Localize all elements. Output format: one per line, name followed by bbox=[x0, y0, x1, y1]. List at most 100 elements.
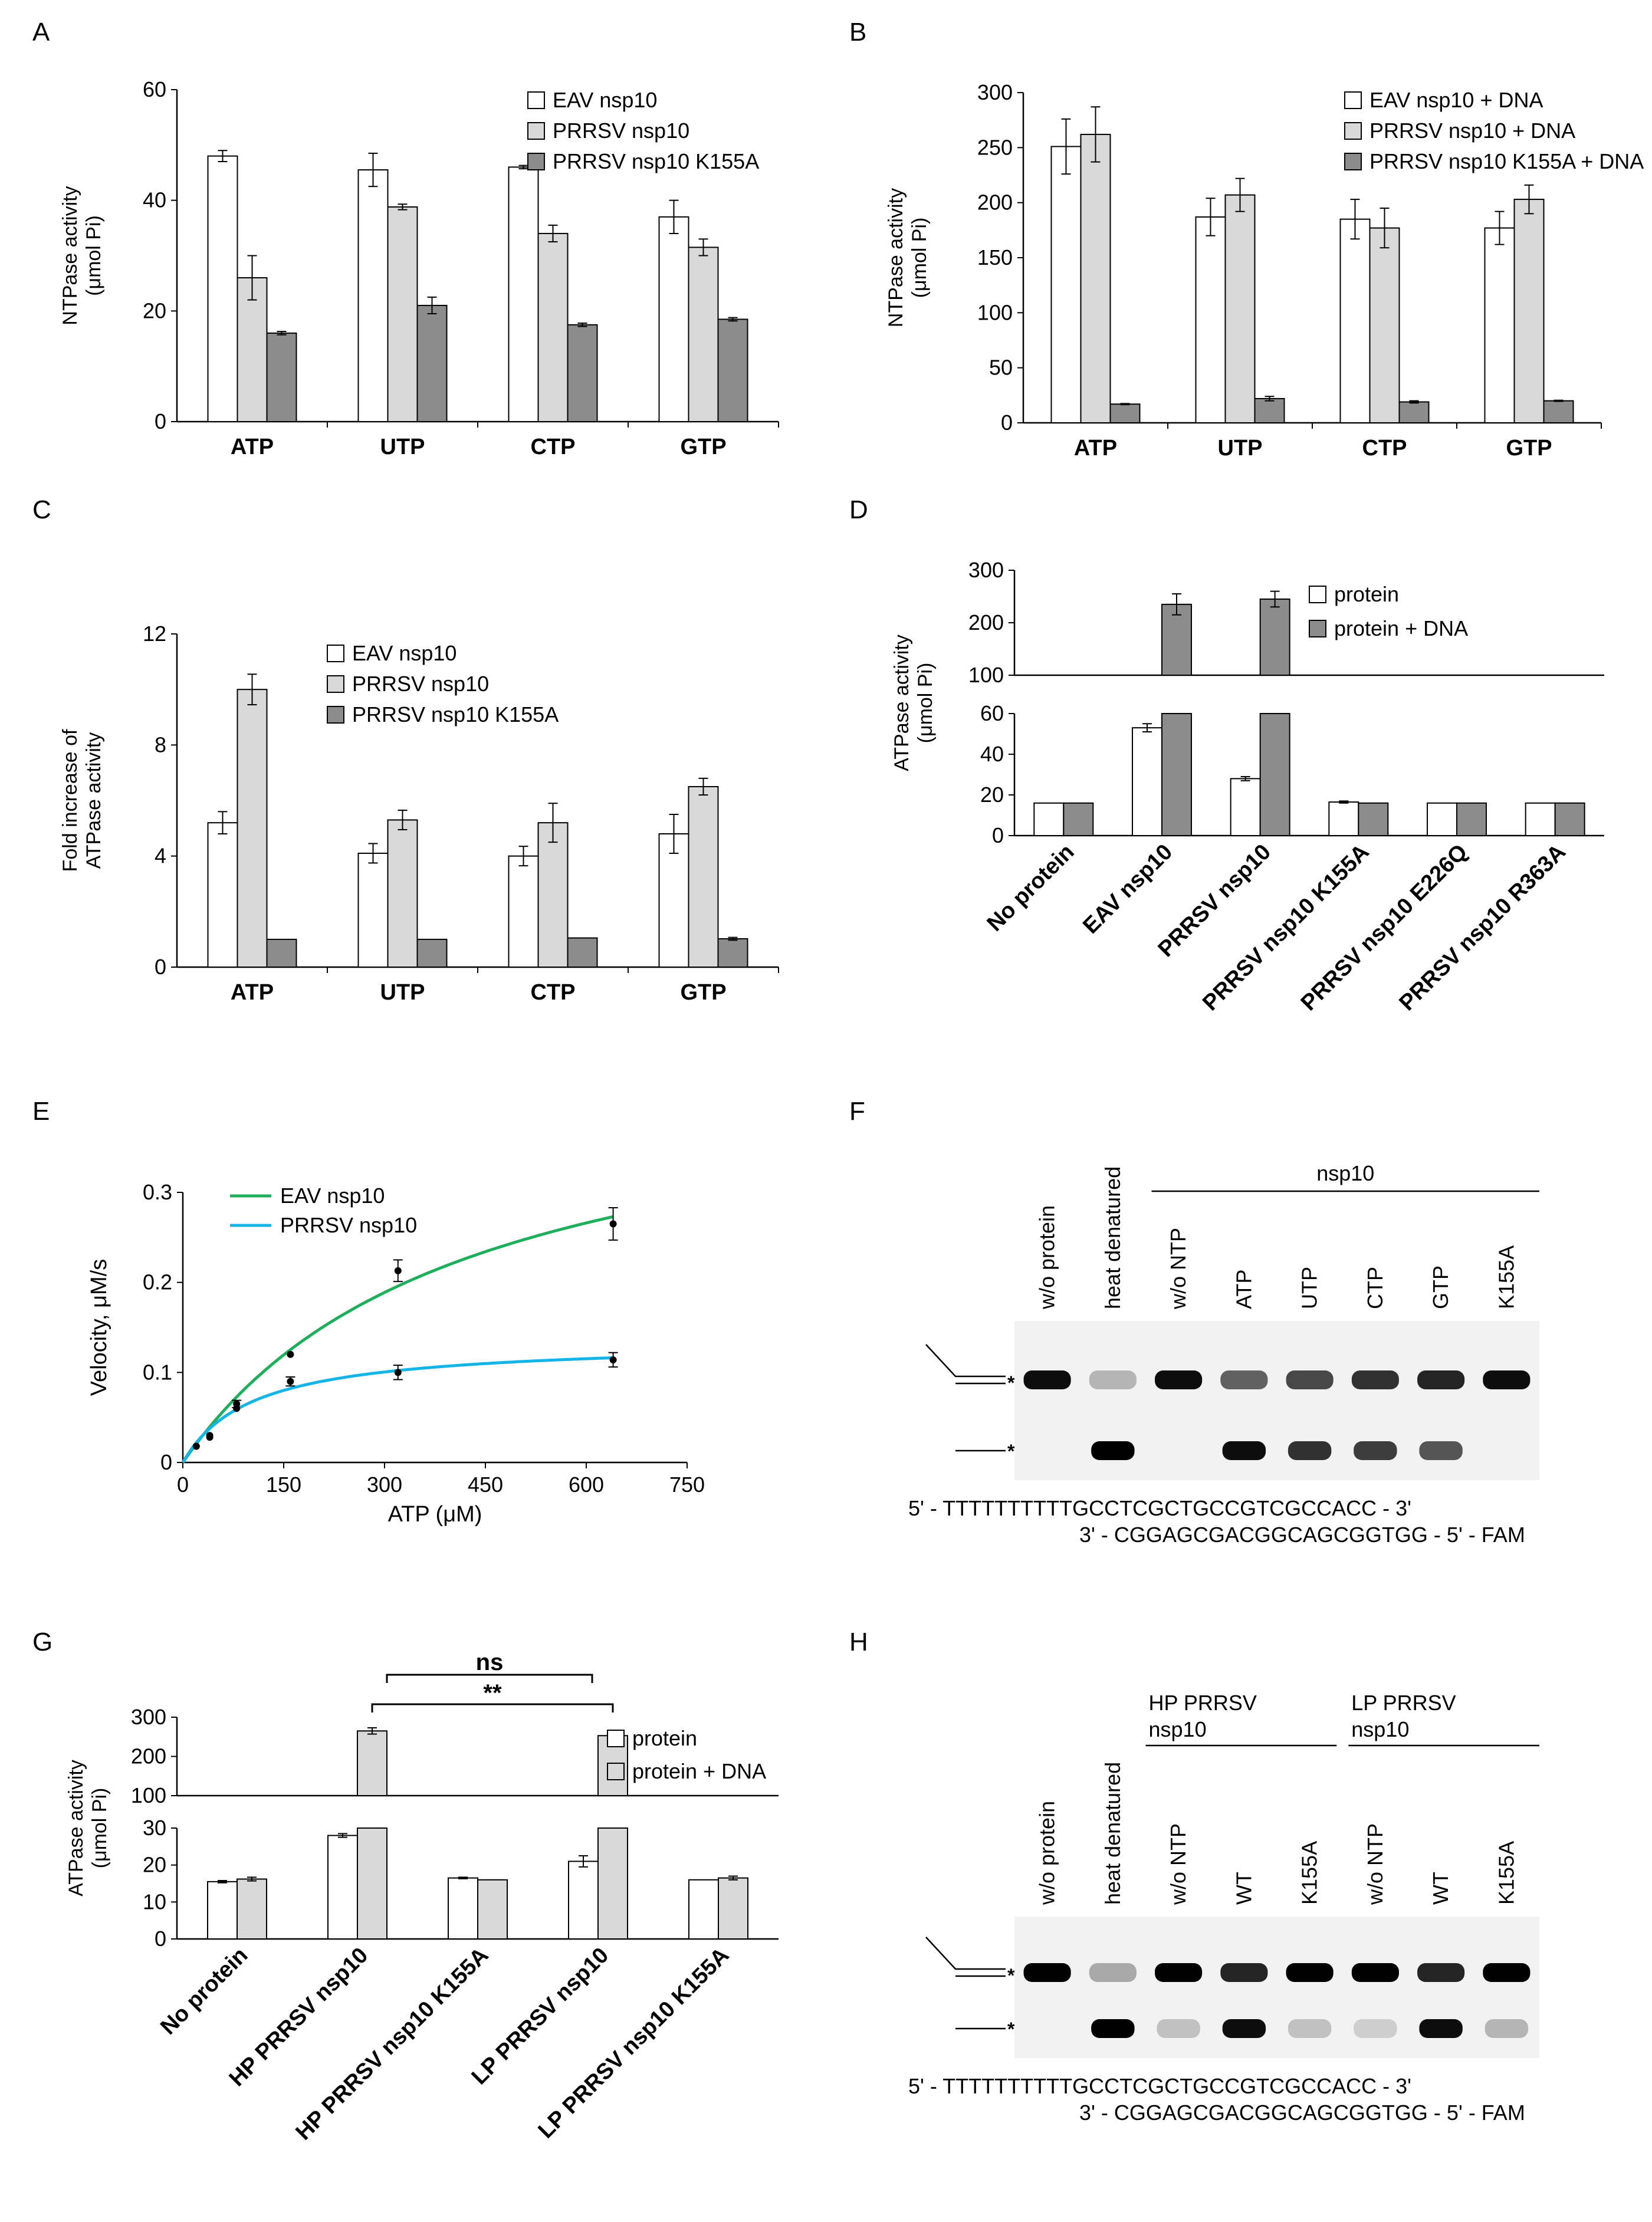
data-point-prrsv-nsp10 bbox=[394, 1369, 402, 1376]
lower-band-lane-4 bbox=[1222, 1441, 1266, 1460]
bar-prrsv-nsp10-atp bbox=[237, 277, 268, 422]
bar-prrsv-nsp10-gtp bbox=[688, 785, 719, 968]
legend-swatch-prrsv-nsp10-k155a bbox=[327, 706, 344, 724]
bar-eav-nsp10-ctp bbox=[508, 166, 539, 422]
upper-band-lane-4 bbox=[1220, 1963, 1268, 1982]
x-tick-label-lp-prrsv-nsp10-k155a: LP PRRSV nsp10 K155A bbox=[534, 1943, 734, 2144]
lane-group-label-hp-line1: HP PRRSV bbox=[1149, 1691, 1257, 1715]
legend-label-prrsv-nsp10-dna: PRRSV nsp10 + DNA bbox=[1369, 119, 1575, 143]
bar-upper-protein-dna-prrsv-nsp10 bbox=[1259, 598, 1290, 676]
sequence-top-strand: 5' - TTTTTTTTTTGCCTCGCTGCCGTCGCCACC - 3' bbox=[908, 2074, 1411, 2098]
y-tick-label: 50 bbox=[989, 356, 1013, 380]
lower-band-lane-2 bbox=[1091, 2019, 1135, 2038]
data-point-prrsv-nsp10 bbox=[609, 1356, 617, 1363]
sequence-bottom-strand: 3' - CGGAGCGACGGCAGCGGTGG - 5' - FAM bbox=[1079, 2101, 1525, 2125]
upper-band-lane-5 bbox=[1286, 1370, 1334, 1389]
bar-prrsv-nsp10-k155a-dna-utp bbox=[1254, 397, 1285, 424]
upper-band-lane-3 bbox=[1155, 1963, 1203, 1982]
bar-eav-nsp10-atp bbox=[207, 822, 238, 968]
bar-protein-dna-prrsv-nsp10-e226q bbox=[1456, 802, 1487, 836]
bar-protein-lp-prrsv-nsp10 bbox=[568, 1861, 599, 1940]
lane-label-w-o-ntp: w/o NTP bbox=[1363, 1823, 1387, 1905]
lane-group-label-nsp10: nsp10 bbox=[1316, 1161, 1374, 1185]
chart-g: 0 10 20 30 100 200 300 No protein HP PRRSV nsp10… bbox=[65, 1651, 779, 2145]
gel-h: w/o protein heat denatured w/o NTP WT K155A w… bbox=[908, 1691, 1539, 2125]
x-tick-label-hp-prrsv-nsp10-k155a: HP PRRSV nsp10 K155A bbox=[291, 1943, 494, 2145]
y-tick-label: 0 bbox=[160, 1450, 172, 1474]
gel-f: w/o protein heat denatured w/o NTP ATP UTP CT… bbox=[908, 1161, 1539, 1547]
y-tick-label: 300 bbox=[131, 1705, 166, 1729]
legend-label-eav-nsp10: EAV nsp10 bbox=[280, 1184, 385, 1208]
bar-lower-protein-dna-hp-prrsv-nsp10 bbox=[357, 1827, 387, 1940]
legend-label-prrsv-nsp10: PRRSV nsp10 bbox=[280, 1213, 417, 1237]
bar-eav-nsp10-gtp bbox=[658, 216, 689, 422]
bar-prrsv-nsp10-ctp bbox=[537, 232, 569, 422]
bar-protein-eav-nsp10 bbox=[1132, 727, 1162, 836]
y-tick-label: 4 bbox=[155, 844, 166, 868]
y-tick-label: 0.3 bbox=[143, 1180, 172, 1204]
chart-b: 0 50 100 150 200 250 300 ATP UTP CTP GTP NTPase act… bbox=[885, 80, 1644, 461]
y-tick-label: 100 bbox=[968, 663, 1004, 687]
y-axis-title-line: (μmol Pi) bbox=[88, 1788, 111, 1869]
x-tick-label-ctp: CTP bbox=[531, 980, 576, 1005]
lower-band-lane-2 bbox=[1091, 1441, 1135, 1460]
y-tick-label: 20 bbox=[143, 298, 166, 323]
upper-band-lane-7 bbox=[1417, 1963, 1465, 1982]
bar-prrsv-nsp10-k155a-ctp bbox=[567, 937, 598, 968]
lower-band-lane-7 bbox=[1419, 1441, 1463, 1460]
x-tick-label-ctp: CTP bbox=[531, 435, 576, 459]
upper-band-lane-2 bbox=[1089, 1370, 1137, 1389]
panel-label-a: A bbox=[32, 18, 50, 47]
y-tick-label: 300 bbox=[968, 558, 1004, 582]
bar-prrsv-nsp10-ctp bbox=[537, 822, 569, 968]
y-tick-label: 200 bbox=[968, 610, 1004, 635]
y-tick-label: 0 bbox=[155, 955, 166, 979]
y-tick-label: 20 bbox=[143, 1853, 166, 1877]
bar-prrsv-nsp10-dna-gtp bbox=[1513, 199, 1545, 423]
gel-image bbox=[1014, 1917, 1539, 2058]
y-axis-title-text: Velocity, μM/s bbox=[87, 1259, 111, 1396]
y-axis-title-line: Fold increase of bbox=[59, 729, 81, 872]
y-tick-label: 0 bbox=[155, 409, 166, 433]
bar-protein-dna-prrsv-nsp10-k155a bbox=[1358, 802, 1389, 836]
sequence-top-strand: 5' - TTTTTTTTTTGCCTCGCTGCCGTCGCCACC - 3' bbox=[908, 1496, 1411, 1520]
y-axis-title-line: ATPase activity bbox=[83, 732, 105, 869]
y-axis-title-line: ATPase activity bbox=[891, 635, 913, 771]
upper-band-lane-8 bbox=[1483, 1963, 1531, 1982]
bar-protein-dna-no-protein bbox=[1063, 802, 1094, 836]
x-tick-label-gtp: GTP bbox=[680, 435, 726, 459]
panel-label-f: F bbox=[849, 1097, 865, 1126]
legend-swatch-prrsv-nsp10-k155a-dna bbox=[1344, 153, 1362, 170]
y-tick-label: 200 bbox=[977, 190, 1013, 215]
bar-protein-hp-prrsv-nsp10 bbox=[327, 1835, 358, 1940]
bar-prrsv-nsp10-k155a-gtp bbox=[717, 318, 748, 422]
bar-lower-protein-dna-eav-nsp10 bbox=[1161, 713, 1192, 836]
chart-e: 0 0.1 0.2 0.3 0 150 300 450 600 750 ATP (μM) Veloci… bbox=[87, 1180, 705, 1527]
duplex-marker-asterisk: * bbox=[1007, 1965, 1015, 1986]
legend-label-eav-nsp10-dna: EAV nsp10 + DNA bbox=[1369, 88, 1543, 112]
y-axis-title-line: ATPase activity bbox=[65, 1760, 87, 1896]
upper-band-lane-2 bbox=[1089, 1963, 1137, 1982]
data-point-prrsv-nsp10 bbox=[287, 1378, 294, 1385]
duplex-marker-asterisk: * bbox=[1007, 1372, 1015, 1393]
lower-band-lane-5 bbox=[1288, 2019, 1332, 2038]
legend-label-eav-nsp10: EAV nsp10 bbox=[352, 641, 456, 665]
bar-protein-prrsv-nsp10-r363a bbox=[1525, 802, 1556, 836]
x-tick-label: 150 bbox=[266, 1472, 301, 1497]
legend-swatch-protein-dna bbox=[1309, 620, 1326, 637]
bar-eav-nsp10-ctp bbox=[508, 855, 539, 968]
y-tick-label: 100 bbox=[977, 300, 1013, 324]
y-tick-label: 10 bbox=[143, 1889, 166, 1914]
y-axis-title-line: NTPase activity bbox=[885, 188, 907, 327]
y-tick-label: 100 bbox=[131, 1783, 166, 1807]
lane-label-heat-denatured: heat denatured bbox=[1101, 1762, 1125, 1905]
x-tick-label-gtp: GTP bbox=[1506, 436, 1552, 461]
x-tick-label-gtp: GTP bbox=[680, 980, 726, 1005]
bar-prrsv-nsp10-k155a-atp bbox=[266, 938, 297, 968]
bar-prrsv-nsp10-dna-atp bbox=[1080, 133, 1111, 424]
bar-eav-nsp10-dna-utp bbox=[1195, 216, 1226, 423]
upper-band-lane-4 bbox=[1220, 1370, 1268, 1389]
bar-prrsv-nsp10-dna-utp bbox=[1224, 194, 1256, 423]
y-axis-title: NTPase activity (μmol Pi) bbox=[885, 188, 931, 327]
